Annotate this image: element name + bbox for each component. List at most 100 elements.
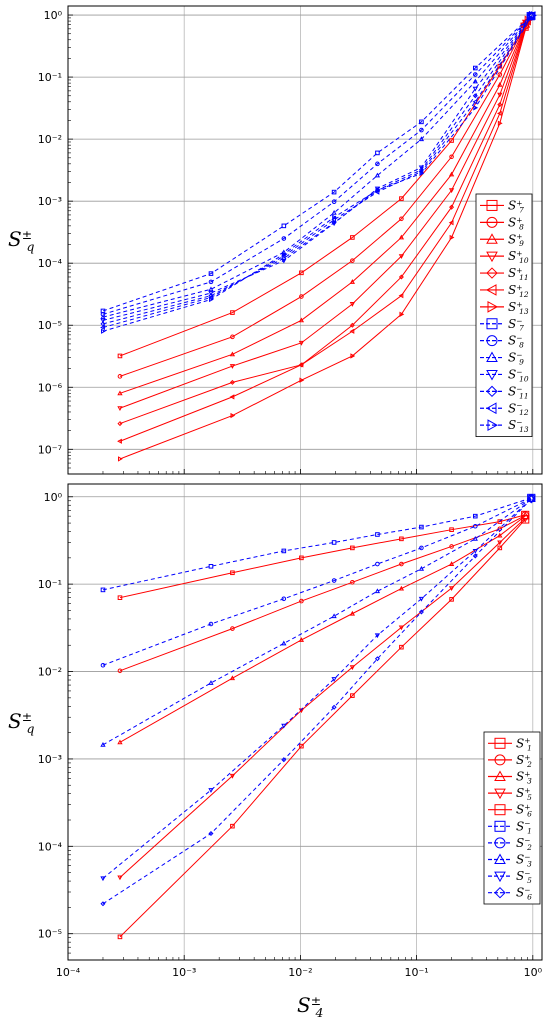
series-plus-11 [117,17,532,427]
series-line [119,26,526,357]
legend-label: S+ 8 [508,215,524,231]
data-point [472,536,478,541]
data-point [497,532,503,538]
series-line [102,15,533,328]
legend-label: S+ 12 [508,283,529,299]
y-tick-label: 10⁻³ [38,753,62,766]
legend-box [483,731,541,905]
data-point [350,580,355,585]
series-line [119,19,529,460]
series-minus-9 [100,11,536,320]
data-point [497,540,503,546]
series-plus-7 [117,22,529,359]
data-point [418,565,425,571]
data-point [448,220,454,226]
data-point [281,258,287,264]
panel-bottom: 10⁻⁵ 10⁻⁴ 10⁻³ 10⁻² 10⁻¹ 10⁰ 10⁻⁴ 10⁻³ 10⁻² 10⁻¹ 1… [8,483,543,1020]
legend-marker [494,770,506,781]
series-line [119,21,528,425]
legend-marker [494,853,506,864]
data-point [399,216,404,222]
data-point [100,321,106,327]
data-point [299,743,304,749]
legend-marker [486,385,498,398]
data-point [448,171,455,177]
data-point [100,587,106,593]
legend-label: S+ 13 [508,300,529,316]
data-point [229,351,236,357]
data-point [398,625,405,631]
data-point [208,291,214,296]
data-point [497,72,503,77]
data-point [299,270,304,276]
data-point [299,294,304,299]
data-point [419,170,425,177]
data-point [350,545,355,551]
data-point [497,92,503,98]
series-line [102,15,532,318]
legend-marker [494,737,506,749]
data-point [399,311,405,317]
data-point [374,588,381,594]
data-point [399,536,404,542]
data-point [398,292,404,299]
legend-label: S− 8 [508,334,524,350]
data-point [281,723,287,729]
series-line [102,497,532,666]
data-point [419,119,424,125]
data-point [349,610,356,616]
series-minus-7 [100,12,535,314]
y-tick-label: 10⁰ [44,491,63,504]
data-point [230,310,235,315]
series-line [102,497,532,591]
data-point [419,545,424,551]
data-point [497,519,503,524]
y-axis-label: S± q [8,709,35,736]
data-point [449,597,454,602]
data-point [209,296,214,303]
data-point [472,523,478,529]
series-plus-1 [117,510,530,600]
data-point [472,93,478,99]
data-point [496,110,502,117]
data-point [375,532,380,537]
data-point [349,322,355,328]
data-point [449,138,454,143]
data-point [117,374,123,379]
data-point [497,545,503,551]
data-point [331,613,337,619]
data-point [281,236,287,241]
legend-marker [486,251,498,263]
data-point [298,340,305,346]
data-point [100,324,105,331]
data-point [229,364,236,369]
data-point [398,585,405,591]
data-point [101,328,106,334]
legend-marker [485,284,497,296]
legend-marker [485,402,497,415]
data-point [472,513,478,519]
legend-marker [486,351,498,363]
data-point [117,406,123,412]
x-tick-label: 10⁻⁴ [56,966,81,979]
data-point [472,99,478,105]
data-point [472,72,478,77]
legend-label: S+ 3 [516,769,532,785]
data-point [520,514,530,523]
series-line [119,514,526,599]
data-point [449,204,455,210]
series-line [119,23,527,409]
series-line [102,15,533,332]
data-point [472,548,478,554]
series-line [119,24,527,394]
data-point [281,251,287,257]
data-point [208,271,214,276]
data-point [117,438,122,444]
series-minus-6 [100,494,536,907]
y-axis-label: S± q [8,227,35,254]
series-line [102,498,532,905]
series-line [102,15,532,315]
series-plus-3 [117,511,530,745]
data-point [229,773,236,779]
data-point [281,757,287,763]
